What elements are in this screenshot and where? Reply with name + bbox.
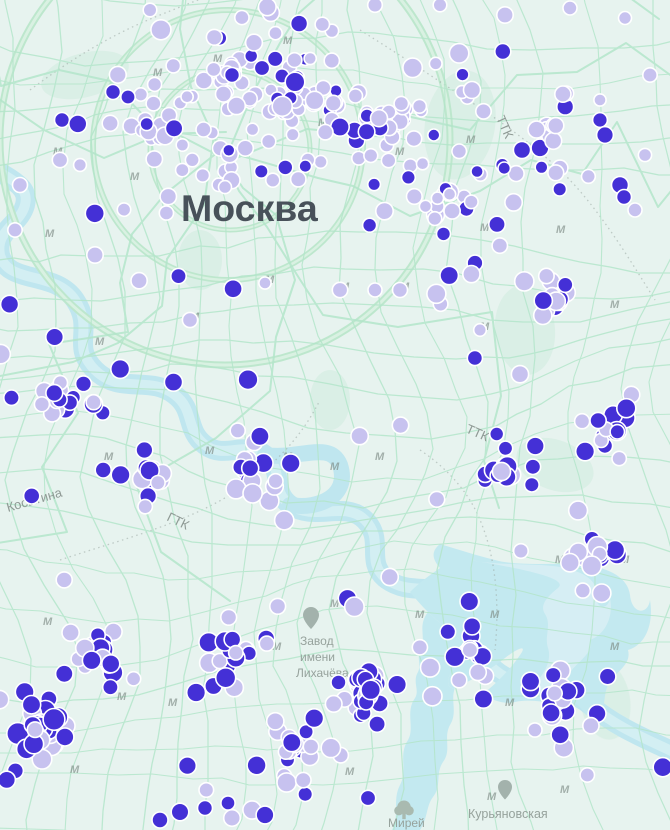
svg-text:M: M [345, 766, 355, 778]
svg-text:M: M [556, 224, 566, 236]
svg-text:M: M [560, 784, 570, 796]
svg-text:M: M [395, 146, 405, 158]
svg-text:Завод: Завод [300, 634, 334, 648]
svg-text:M: M [487, 791, 497, 803]
svg-text:M: M [130, 171, 140, 183]
svg-text:M: M [168, 697, 178, 709]
svg-text:Курьяновская: Курьяновская [468, 807, 548, 821]
svg-text:M: M [415, 609, 425, 621]
svg-text:M: M [330, 461, 340, 473]
svg-text:M: M [43, 616, 53, 628]
svg-text:Мирей: Мирей [388, 816, 425, 830]
svg-text:M: M [490, 609, 500, 621]
svg-text:M: M [466, 134, 476, 146]
svg-text:M: M [610, 641, 620, 653]
svg-text:Москва: Москва [181, 187, 319, 229]
svg-text:M: M [610, 299, 620, 311]
svg-text:M: M [505, 697, 515, 709]
svg-text:M: M [283, 35, 293, 47]
svg-text:M: M [375, 451, 385, 463]
svg-text:M: M [117, 691, 127, 703]
svg-text:M: M [45, 228, 55, 240]
svg-text:имени: имени [300, 650, 335, 664]
svg-text:M: M [95, 336, 105, 348]
svg-text:M: M [104, 451, 114, 463]
svg-text:M: M [205, 445, 215, 457]
svg-text:M: M [70, 764, 80, 776]
